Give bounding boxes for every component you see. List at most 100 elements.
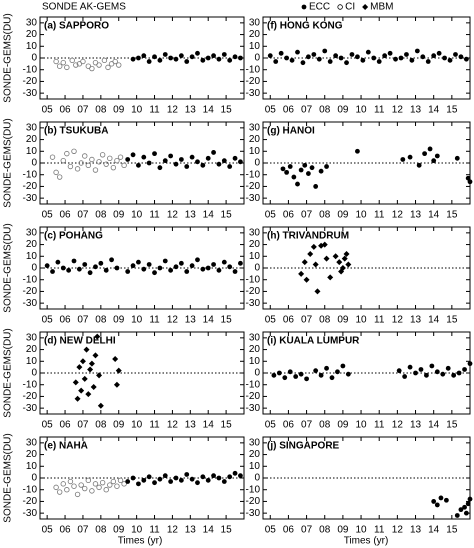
ecc-point [141, 266, 147, 272]
panel-title: (c) POHANG [44, 231, 103, 242]
y-tick-label: -30 [246, 193, 261, 204]
y-tick-label: -20 [246, 286, 261, 297]
ci-point [110, 164, 117, 171]
x-tick-label: 12 [392, 525, 404, 536]
x-tick-label: 09 [113, 210, 125, 221]
x-tick-label: 06 [59, 315, 71, 326]
x-tick-label: 15 [221, 210, 233, 221]
ecc-point [178, 53, 184, 59]
ecc-point [130, 56, 136, 62]
y-tick-label: 10 [249, 356, 261, 367]
x-tick-label: 11 [374, 105, 385, 116]
x-tick-label: 15 [221, 420, 233, 431]
ci-point [107, 155, 113, 162]
x-tick-label: 09 [113, 105, 125, 116]
x-tick-label: 11 [149, 105, 160, 116]
ecc-point [152, 151, 157, 157]
y-tick-label: -20 [246, 181, 261, 192]
ecc-point [289, 57, 295, 63]
ecc-point [436, 50, 442, 56]
ecc-point [451, 372, 457, 378]
x-tick-label: 13 [185, 525, 197, 536]
y-tick-label: 10 [26, 461, 38, 472]
legend-marker [301, 4, 307, 10]
y-tick-label: 0 [31, 53, 37, 64]
x-tick-label: 06 [59, 105, 71, 116]
x-tick-label: 05 [265, 105, 277, 116]
x-tick-label: 09 [113, 525, 125, 536]
panel-title: (e) NAHA [44, 441, 88, 452]
ecc-point [238, 159, 243, 165]
mbm-point [339, 265, 346, 271]
y-tick-label: 30 [249, 437, 261, 448]
y-tick-label: 10 [26, 41, 38, 52]
ecc-point [324, 164, 329, 169]
ecc-point [216, 267, 222, 273]
ecc-point [50, 269, 55, 274]
ci-point [82, 485, 88, 492]
legend-marker [337, 4, 343, 10]
ecc-point [424, 372, 429, 378]
y-tick-label: -30 [23, 193, 38, 204]
ecc-point [178, 260, 184, 266]
ecc-point [425, 59, 431, 64]
ci-point [64, 150, 70, 157]
y-tick-label: 20 [26, 449, 38, 460]
ecc-point [76, 266, 82, 272]
ecc-point [407, 364, 413, 370]
ecc-point [422, 151, 428, 157]
x-tick-label: 08 [95, 525, 107, 536]
ecc-point [287, 164, 293, 169]
y-tick-label: -10 [246, 484, 261, 495]
ecc-point [211, 53, 216, 59]
y-tick-label: 20 [26, 134, 38, 145]
x-tick-label: 14 [203, 525, 215, 536]
x-tick-label: 06 [283, 315, 295, 326]
x-tick-label: 08 [319, 105, 331, 116]
ecc-point [136, 259, 141, 265]
ecc-point [184, 472, 190, 477]
ecc-point [454, 513, 460, 518]
x-tick-label: 13 [410, 105, 422, 116]
ecc-point [66, 267, 72, 273]
ci-point [89, 488, 95, 494]
y-tick-label: -20 [246, 76, 261, 87]
ecc-point [304, 376, 309, 382]
ci-point [117, 477, 124, 484]
ecc-point [200, 162, 206, 168]
y-tick-label: 10 [249, 251, 261, 262]
x-tick-label: 13 [410, 525, 422, 536]
y-tick-label: 20 [26, 29, 38, 40]
x-tick-label: 14 [203, 210, 215, 221]
ci-point [96, 484, 102, 491]
x-axis-label: Times (yr) [118, 536, 163, 547]
y-tick-label: 30 [26, 227, 38, 238]
y-tick-label: -10 [246, 379, 261, 390]
x-tick-label: 15 [221, 315, 233, 326]
ci-point [89, 156, 95, 163]
ci-point [60, 59, 66, 66]
ecc-point [152, 54, 157, 60]
ci-point [121, 481, 127, 487]
ecc-point [349, 52, 355, 57]
x-tick-label: 07 [77, 210, 89, 221]
y-tick-label: 10 [249, 461, 261, 472]
ecc-point [434, 502, 440, 508]
x-tick-label: 15 [446, 525, 458, 536]
ecc-point [396, 368, 402, 374]
ecc-point [305, 171, 311, 176]
y-tick-label: 30 [26, 122, 38, 133]
ecc-point [407, 154, 413, 160]
x-tick-label: 14 [428, 105, 440, 116]
ecc-point [200, 266, 206, 272]
ecc-point [216, 161, 222, 167]
ecc-point [189, 154, 195, 160]
x-tick-label: 07 [301, 525, 313, 536]
x-tick-label: 14 [428, 210, 440, 221]
y-tick-label: -30 [246, 88, 261, 99]
ecc-point [402, 374, 408, 379]
x-tick-label: 08 [319, 525, 331, 536]
ecc-point [335, 369, 340, 375]
x-tick-label: 11 [374, 525, 385, 536]
x-tick-label: 15 [221, 525, 233, 536]
